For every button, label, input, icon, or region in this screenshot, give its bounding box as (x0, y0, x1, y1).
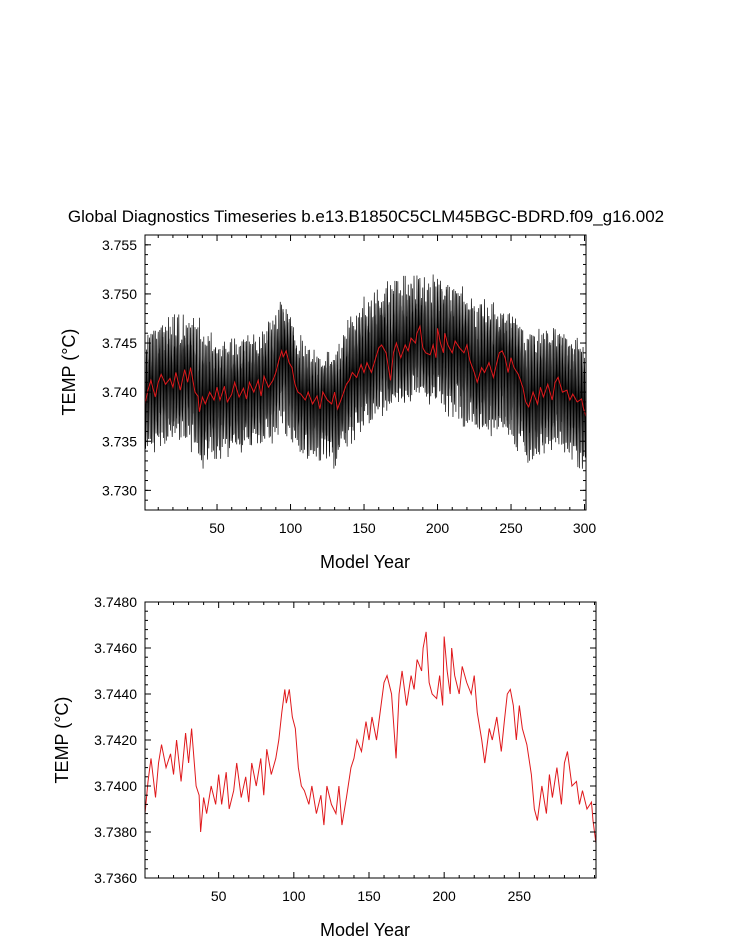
x-tick-label: 200 (426, 520, 450, 536)
x-tick-label: 100 (282, 888, 306, 904)
x-tick-label: 200 (432, 888, 456, 904)
x-tick-label: 250 (508, 888, 532, 904)
top-x-axis-label: Model Year (320, 552, 410, 572)
y-tick-label: 3.740 (102, 384, 137, 400)
bottom-plot-frame (144, 601, 597, 879)
y-tick-label: 3.7420 (94, 732, 137, 748)
chart-title: Global Diagnostics Timeseries b.e13.B185… (68, 207, 664, 226)
x-tick-label: 100 (279, 520, 303, 536)
y-tick-label: 3.7400 (94, 778, 137, 794)
y-tick-label: 3.745 (102, 335, 137, 351)
top-y-axis-label: TEMP (°C) (59, 329, 79, 416)
y-tick-label: 3.750 (102, 286, 137, 302)
bottom-x-axis-label: Model Year (320, 920, 410, 940)
y-tick-label: 3.7440 (94, 686, 137, 702)
bottom-chart-data-layer (144, 631, 597, 844)
y-tick-label: 3.7460 (94, 640, 137, 656)
y-tick-label: 3.730 (102, 482, 137, 498)
top-chart-data-layer (144, 274, 587, 469)
x-tick-label: 50 (211, 888, 227, 904)
y-tick-label: 3.7380 (94, 824, 137, 840)
x-tick-label: 150 (357, 888, 381, 904)
bottom-timeseries-chart: 50 100 150 200 250 3.7360 3.7380 3.7400 3.7420 3.… (52, 594, 597, 940)
top-timeseries-chart: Global Diagnostics Timeseries b.e13.B185… (59, 207, 664, 572)
bottom-y-axis-label: TEMP (°C) (52, 697, 72, 784)
y-tick-label: 3.7480 (94, 594, 137, 610)
x-tick-label: 150 (352, 520, 376, 536)
annual-mean-line (144, 631, 597, 844)
x-tick-label: 50 (209, 520, 225, 536)
x-tick-label: 250 (499, 520, 523, 536)
y-tick-label: 3.755 (102, 237, 137, 253)
annual-mean-line (144, 324, 587, 417)
y-tick-label: 3.735 (102, 433, 137, 449)
top-chart-ticks: 50 100 150 200 250 300 3.730 3.735 3.740 3.745 3.7… (102, 234, 597, 536)
bottom-chart-ticks: 50 100 150 200 250 3.7360 3.7380 3.7400 3.7420 3.… (94, 594, 596, 904)
monthly-series-line (144, 274, 587, 469)
y-tick-label: 3.7360 (94, 870, 137, 886)
x-tick-label: 300 (573, 520, 597, 536)
